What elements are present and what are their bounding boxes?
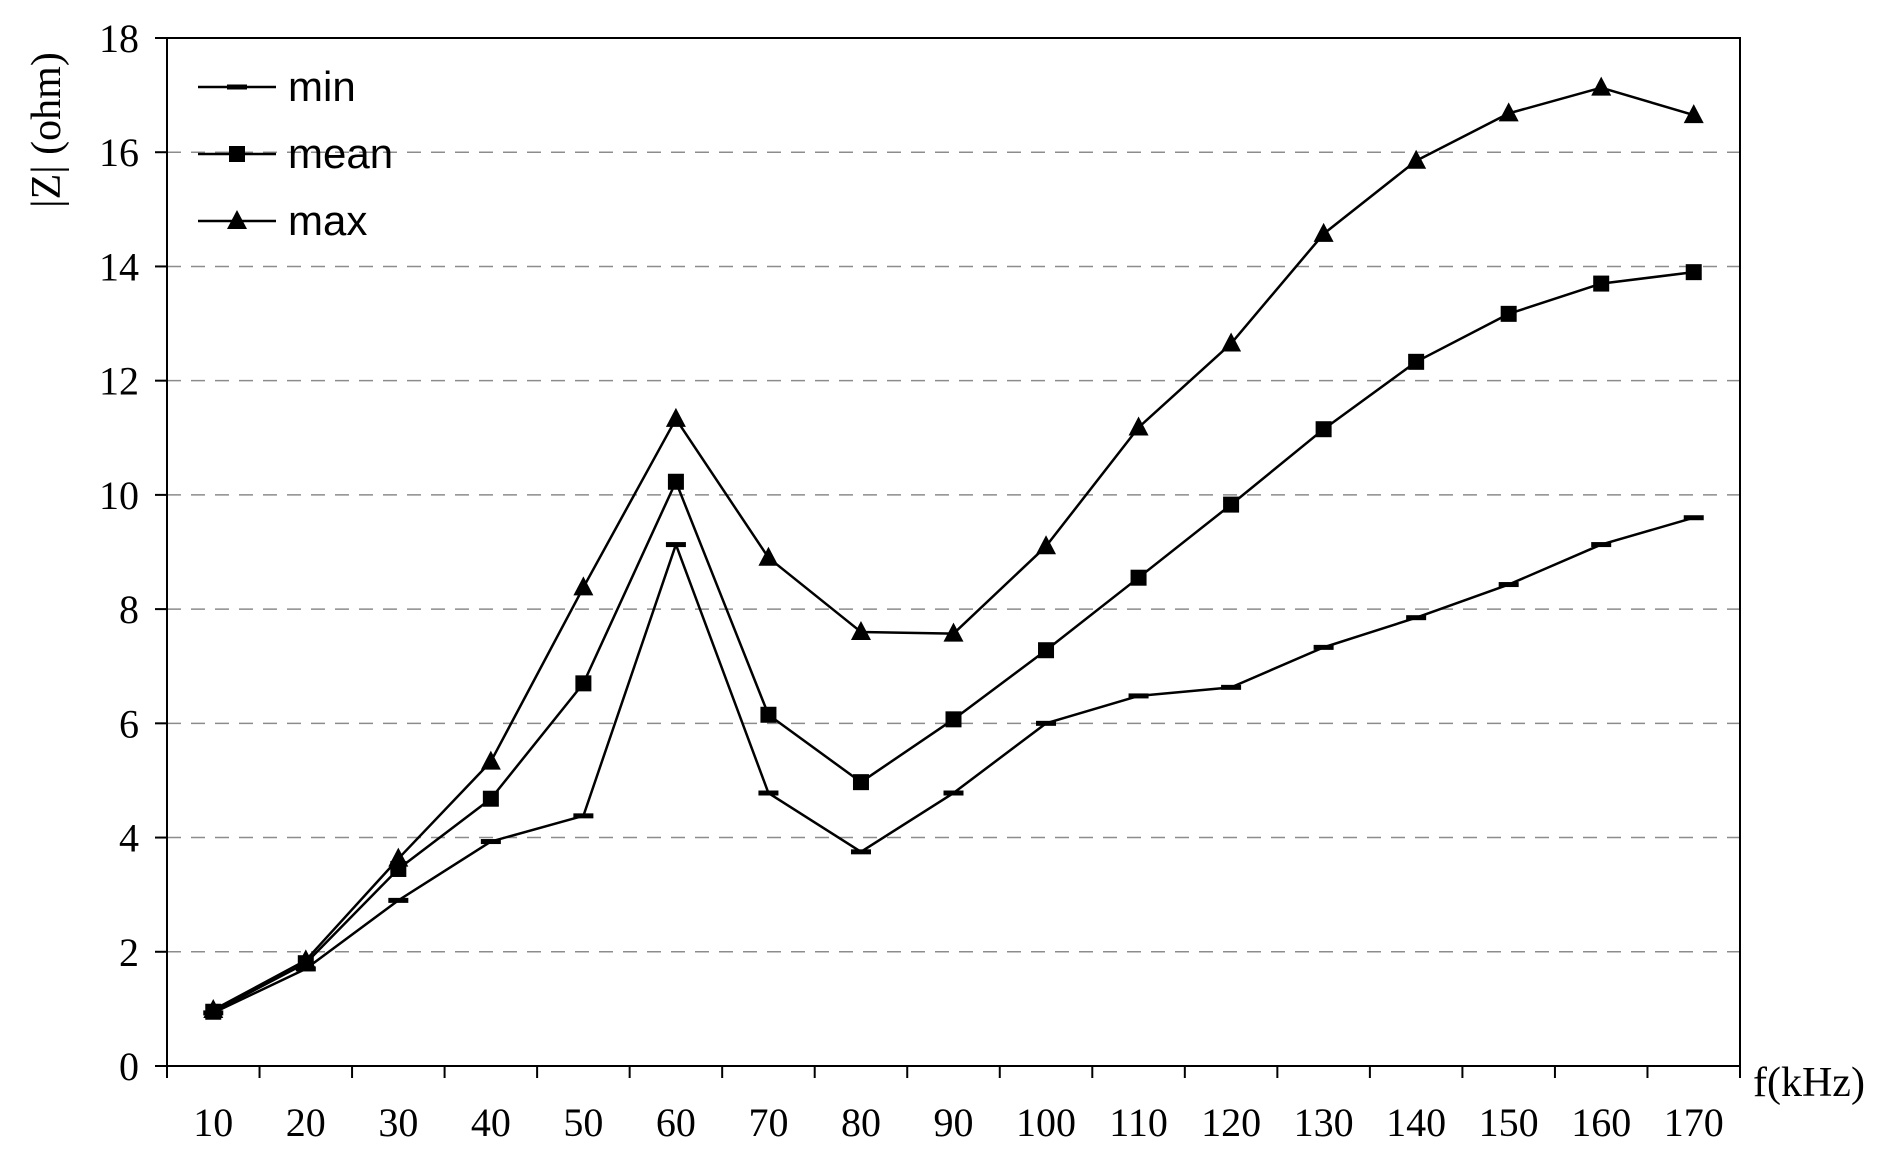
data-point-max — [943, 622, 964, 642]
y-tick-label: 4 — [119, 816, 139, 861]
data-point-mean — [945, 711, 962, 728]
data-point-min — [1498, 582, 1519, 588]
data-point-mean — [760, 706, 777, 723]
x-tick-label: 20 — [286, 1100, 326, 1145]
data-point-min — [480, 839, 501, 845]
series-line-max — [212, 86, 1695, 1012]
legend-label-max: max — [288, 197, 367, 244]
data-point-mean — [1038, 642, 1055, 659]
y-tick-label: 10 — [99, 473, 139, 518]
data-point-max — [480, 750, 501, 770]
data-point-max — [1221, 332, 1242, 352]
x-tick-label: 170 — [1664, 1100, 1724, 1145]
data-point-max — [1406, 149, 1427, 169]
data-point-min — [1683, 515, 1704, 521]
data-point-mean — [667, 473, 684, 490]
data-point-min — [758, 790, 779, 796]
data-point-min — [388, 897, 409, 903]
data-point-min — [1128, 693, 1149, 699]
data-point-mean — [1593, 275, 1610, 292]
x-tick-label: 40 — [471, 1100, 511, 1145]
legend-marker-mean — [229, 146, 245, 162]
x-axis-title: f(kHz) — [1753, 1060, 1865, 1106]
data-point-max — [1498, 102, 1519, 122]
x-tick-label: 160 — [1571, 1100, 1631, 1145]
data-point-min — [850, 849, 871, 855]
data-point-min — [573, 813, 594, 819]
y-tick-label: 2 — [119, 930, 139, 975]
data-point-mean — [852, 774, 869, 791]
data-point-mean — [575, 675, 592, 692]
data-point-min — [943, 790, 964, 796]
x-tick-label: 130 — [1294, 1100, 1354, 1145]
data-point-min — [1406, 615, 1427, 621]
data-point-max — [1036, 535, 1057, 555]
x-tick-label: 150 — [1479, 1100, 1539, 1145]
y-tick-label: 18 — [99, 16, 139, 61]
x-tick-label: 80 — [841, 1100, 881, 1145]
x-tick-label: 10 — [193, 1100, 233, 1145]
x-tick-label: 90 — [934, 1100, 974, 1145]
data-point-mean — [1685, 264, 1702, 281]
data-point-min — [1591, 542, 1612, 548]
legend-marker-max — [227, 210, 247, 229]
data-point-mean — [1500, 305, 1517, 322]
legend-label-mean: mean — [288, 130, 393, 177]
y-tick-label: 6 — [119, 701, 139, 746]
data-point-mean — [482, 790, 499, 807]
data-point-max — [203, 999, 224, 1019]
data-point-mean — [1130, 569, 1147, 586]
data-point-max — [665, 407, 686, 427]
data-point-max — [388, 847, 409, 867]
series-line-min — [212, 516, 1695, 1015]
data-point-max — [573, 576, 594, 596]
data-point-mean — [1408, 353, 1425, 370]
y-tick-label: 8 — [119, 587, 139, 632]
data-point-mean — [1223, 496, 1240, 513]
data-point-max — [1683, 104, 1704, 124]
data-point-max — [1313, 222, 1334, 242]
x-tick-label: 30 — [378, 1100, 418, 1145]
data-point-max — [850, 620, 871, 640]
data-point-mean — [1315, 421, 1332, 438]
y-tick-label: 12 — [99, 359, 139, 404]
x-tick-label: 100 — [1016, 1100, 1076, 1145]
y-axis-title: |Z| (ohm) — [24, 52, 70, 208]
data-point-max — [758, 546, 779, 566]
data-point-min — [1036, 720, 1057, 726]
x-tick-label: 110 — [1109, 1100, 1168, 1145]
data-point-max — [295, 949, 316, 969]
data-point-min — [1313, 644, 1334, 650]
data-point-max — [1591, 76, 1612, 96]
x-tick-label: 140 — [1386, 1100, 1446, 1145]
y-tick-label: 14 — [99, 244, 139, 289]
data-point-min — [665, 542, 686, 548]
legend-marker-min — [227, 84, 247, 90]
x-tick-label: 70 — [748, 1100, 788, 1145]
y-tick-label: 0 — [119, 1044, 139, 1089]
data-point-max — [1128, 416, 1149, 436]
legend-label-min: min — [288, 63, 356, 110]
data-point-min — [1221, 684, 1242, 690]
x-tick-label: 60 — [656, 1100, 696, 1145]
y-tick-label: 16 — [99, 130, 139, 175]
x-tick-label: 120 — [1201, 1100, 1261, 1145]
series-line-mean — [212, 270, 1694, 1013]
x-tick-label: 50 — [563, 1100, 603, 1145]
plot-area-border — [166, 37, 1741, 1067]
